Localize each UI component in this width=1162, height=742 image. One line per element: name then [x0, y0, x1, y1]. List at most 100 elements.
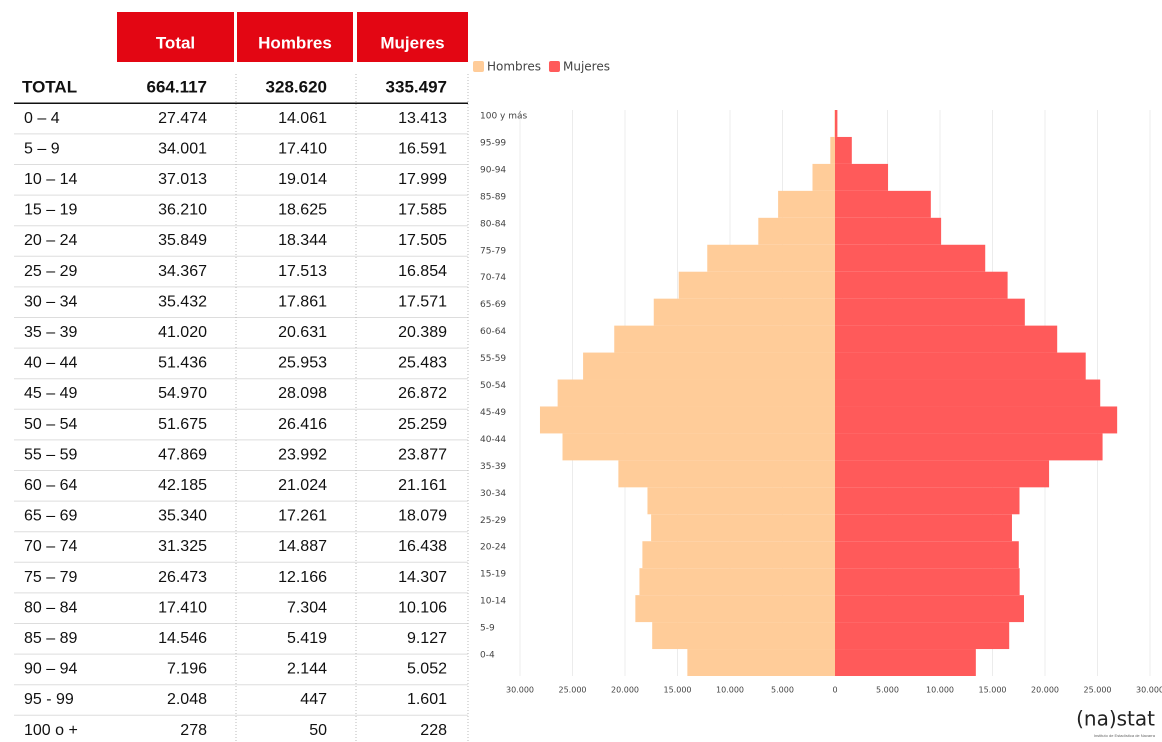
y-tick-label: 90-94	[480, 165, 506, 175]
row-label: 40 – 44	[24, 355, 77, 372]
x-tick-label: 0	[832, 686, 837, 695]
cell-value: 7.196	[167, 661, 207, 678]
cell-value: 21.161	[398, 477, 447, 494]
cell-value: 14.887	[278, 538, 327, 555]
cell-value: 25.259	[398, 416, 447, 433]
row-label: 20 – 24	[24, 232, 77, 249]
bar	[642, 541, 835, 569]
cell-value: 17.571	[398, 293, 447, 310]
row-label: 55 – 59	[24, 446, 77, 463]
y-tick-label: 0-4	[480, 651, 495, 661]
bar	[830, 136, 835, 164]
cell-value: 25.483	[398, 355, 447, 372]
cell-value: 26.473	[158, 569, 207, 586]
row-label: 25 – 29	[24, 263, 77, 280]
header-label: Hombres	[258, 33, 332, 52]
cell-value: 2.144	[287, 661, 327, 678]
y-tick-label: 25-29	[480, 516, 506, 526]
x-tick-label: 15.000	[979, 686, 1007, 695]
cell-value: 20.389	[398, 324, 447, 341]
row-label: 70 – 74	[24, 538, 77, 555]
x-tick-label: 30.000	[1136, 686, 1162, 695]
y-tick-label: 10-14	[480, 597, 506, 607]
row-label: 75 – 79	[24, 569, 77, 586]
cell-value: 17.513	[278, 263, 327, 280]
cell-value: 21.024	[278, 477, 327, 494]
cell-value: 5.419	[287, 630, 327, 647]
bar	[835, 541, 1019, 569]
cell-value: 31.325	[158, 538, 207, 555]
cell-value: 25.953	[278, 355, 327, 372]
bar	[835, 244, 986, 272]
bar	[835, 136, 852, 164]
cell-value: 278	[180, 722, 207, 739]
y-tick-label: 100 y más	[480, 112, 528, 122]
bar	[835, 325, 1058, 353]
row-label: 15 – 19	[24, 202, 77, 219]
y-tick-label: 45-49	[480, 408, 506, 418]
x-tick-label: 20.000	[611, 686, 639, 695]
y-tick-label: 85-89	[480, 192, 506, 202]
x-tick-label: 25.000	[1084, 686, 1112, 695]
bar	[835, 595, 1024, 623]
bar	[647, 487, 835, 515]
cell-value: 16.854	[398, 263, 447, 280]
legend-swatch	[473, 61, 484, 72]
row-label: 0 – 4	[24, 110, 60, 127]
cell-value: 50	[309, 722, 327, 739]
y-tick-label: 20-24	[480, 543, 506, 553]
cell-value: 5.052	[407, 661, 447, 678]
cell-value: 14.546	[158, 630, 207, 647]
y-tick-label: 80-84	[480, 219, 506, 229]
row-label: 80 – 84	[24, 599, 77, 616]
cell-value: 16.438	[398, 538, 447, 555]
bar	[835, 190, 931, 218]
cell-value: 18.625	[278, 202, 327, 219]
cell-value: 14.307	[398, 569, 447, 586]
bar	[557, 379, 835, 407]
cell-value: 18.344	[278, 232, 327, 249]
y-tick-label: 65-69	[480, 300, 506, 310]
row-label: 90 – 94	[24, 661, 77, 678]
header-cell	[357, 12, 468, 62]
cell-value: 34.367	[158, 263, 207, 280]
y-tick-label: 50-54	[480, 381, 506, 391]
legend-label: Mujeres	[563, 60, 610, 74]
row-label: 100 o +	[24, 722, 78, 739]
bar	[835, 110, 838, 137]
y-tick-label: 95-99	[480, 138, 506, 148]
cell-value: 41.020	[158, 324, 207, 341]
header-cell	[117, 12, 234, 62]
cell-value: 17.410	[278, 140, 327, 157]
cell-value: 2.048	[167, 691, 207, 708]
bar	[653, 298, 835, 326]
cell-value: 17.999	[398, 171, 447, 188]
cell-value: 9.127	[407, 630, 447, 647]
cell-value: 1.601	[407, 691, 447, 708]
cell-value: 335.497	[386, 77, 447, 96]
bar	[635, 595, 835, 623]
bar	[835, 460, 1050, 488]
bar	[835, 298, 1025, 326]
bar	[652, 622, 835, 650]
cell-value: 10.106	[398, 599, 447, 616]
logo: (na)stat	[1076, 707, 1155, 731]
cell-value: 36.210	[158, 202, 207, 219]
cell-value: 328.620	[266, 77, 327, 96]
cell-value: 18.079	[398, 508, 447, 525]
cell-value: 19.014	[278, 171, 327, 188]
row-label: 10 – 14	[24, 171, 77, 188]
cell-value: 23.877	[398, 446, 447, 463]
bar	[835, 271, 1008, 299]
bar	[614, 325, 835, 353]
cell-value: 17.505	[398, 232, 447, 249]
bar	[835, 379, 1101, 407]
y-tick-label: 55-59	[480, 354, 506, 364]
x-tick-label: 5.000	[771, 686, 794, 695]
cell-value: 26.872	[398, 385, 447, 402]
cell-value: 664.117	[146, 77, 207, 96]
legend-swatch	[548, 61, 560, 72]
row-label: 45 – 49	[24, 385, 77, 402]
cell-value: 17.585	[398, 202, 447, 219]
row-label: 50 – 54	[24, 416, 77, 433]
